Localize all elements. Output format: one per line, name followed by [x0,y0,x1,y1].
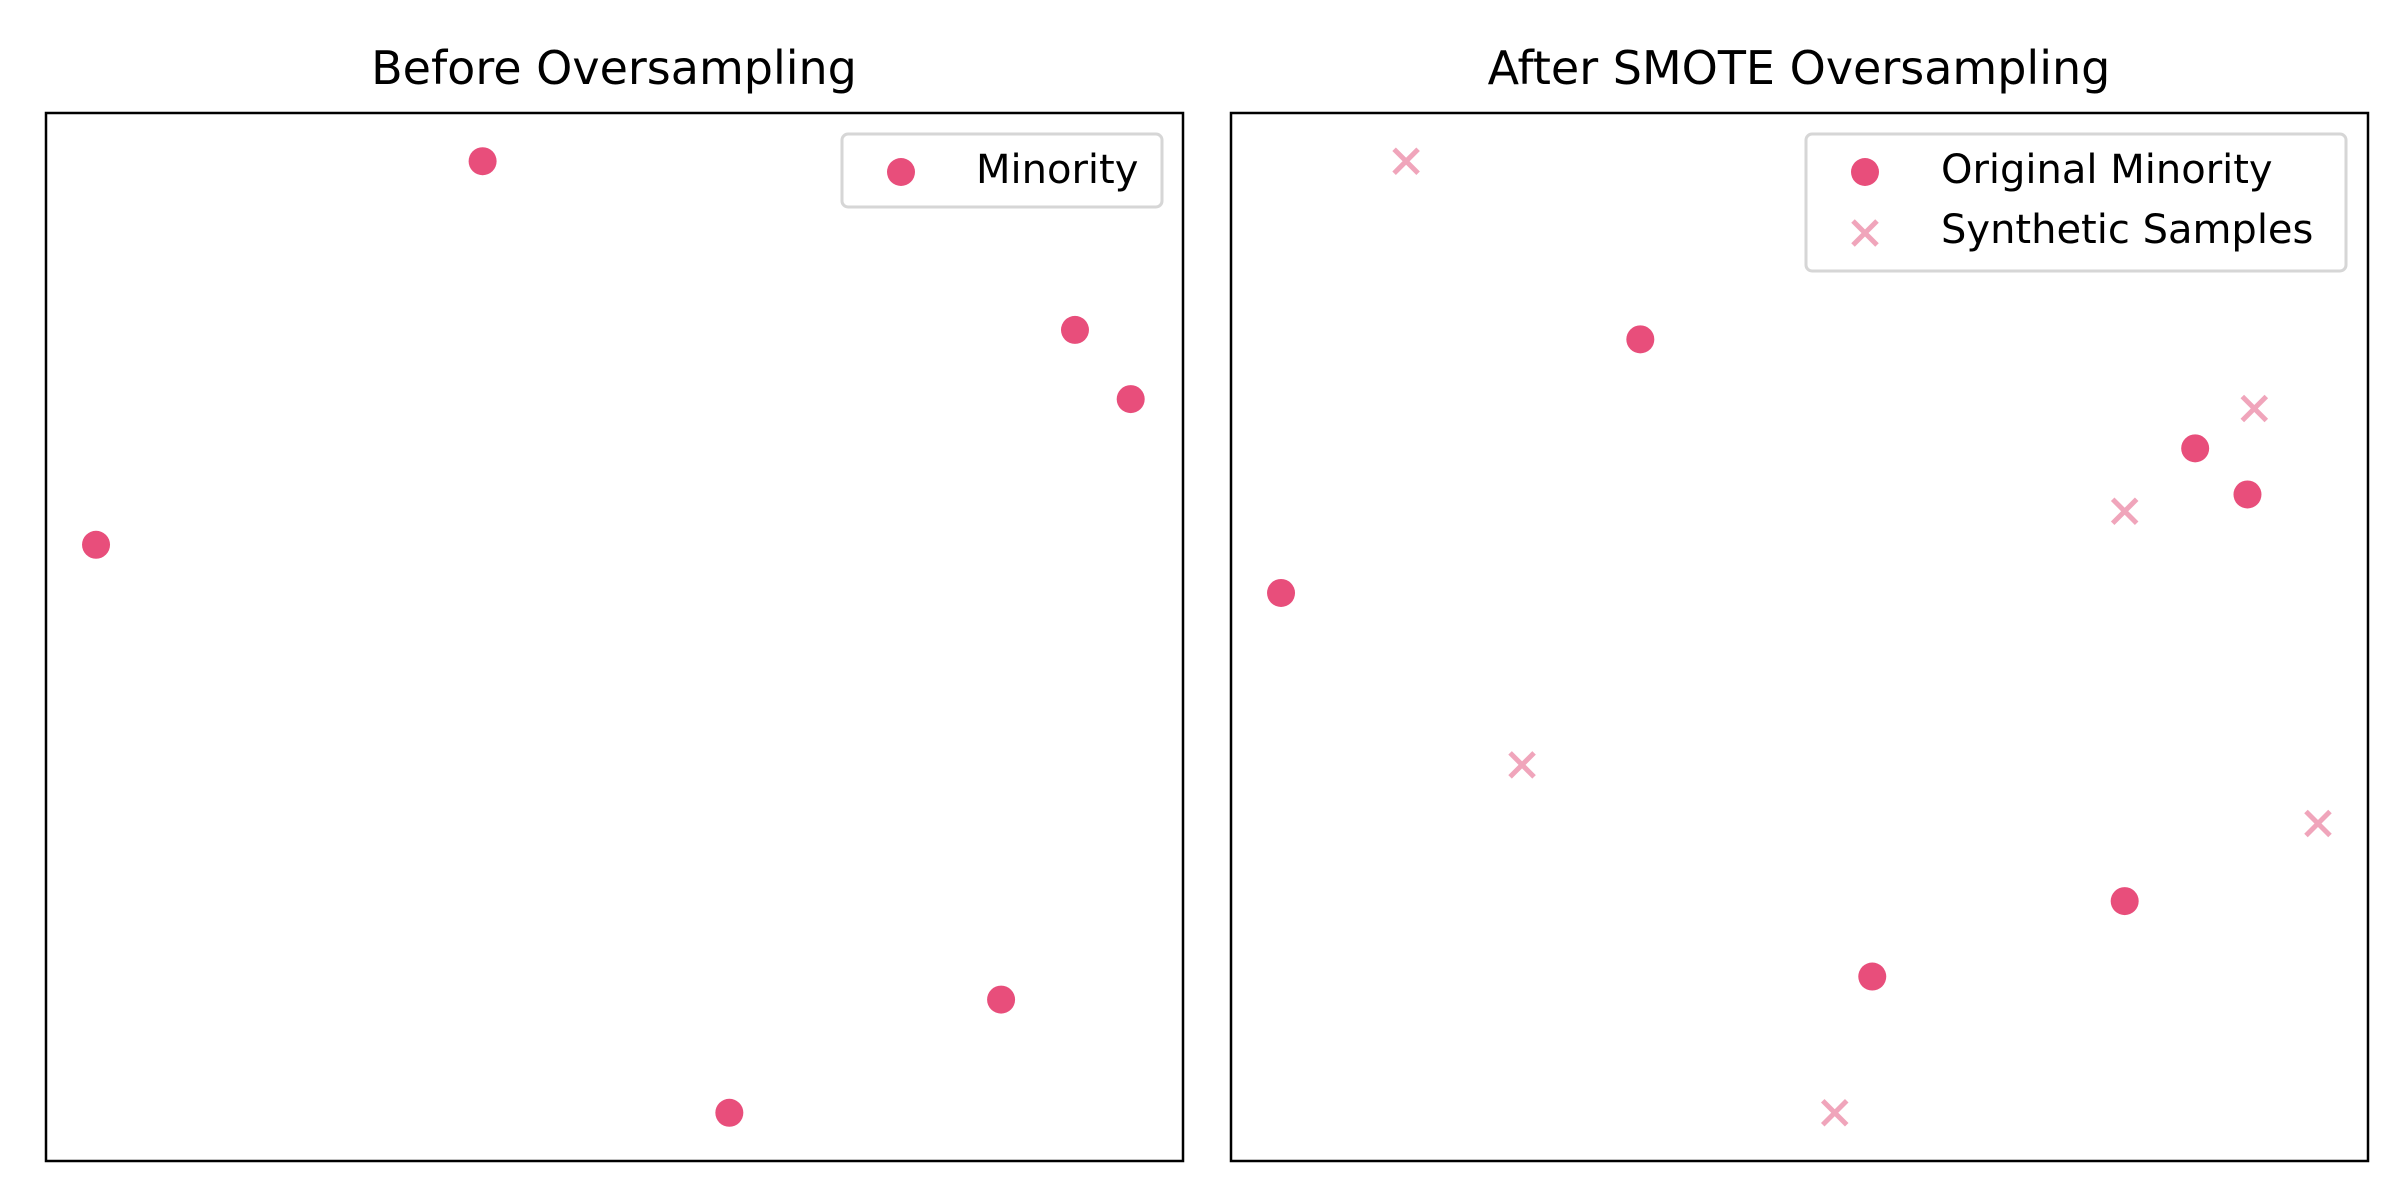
axes-frame-before [44,111,1185,1163]
legend-label-minority: Minority [976,147,1138,193]
point-minority-4 [82,530,111,559]
legend-marker-minority [887,158,915,186]
point-original-minority-5 [2110,887,2139,916]
legend-label-original-minority: Original Minority [1941,147,2273,193]
point-minority-6 [715,1098,744,1127]
legend-marker-synthetic-samples [1851,219,1879,247]
point-minority-5 [987,985,1016,1014]
legend-box-after [1804,132,2348,273]
legend-after: Original Minority Synthetic Samples [1804,132,2348,273]
legend-marker-original-minority [1851,158,1879,186]
point-minority-2 [1060,315,1089,344]
point-synthetic-samples-1 [1392,147,1420,175]
legend-box-before [840,132,1164,209]
axes-frame-after [1229,111,2370,1163]
legend-label-synthetic-samples: Synthetic Samples [1941,207,2313,253]
point-minority-1 [468,147,497,176]
point-original-minority-6 [1858,962,1887,991]
panel-before: Before Oversampling Minority [44,41,1185,1163]
legend-before: Minority [840,132,1164,209]
point-original-minority-2 [2181,434,2210,463]
point-synthetic-samples-4 [1508,751,1536,779]
point-original-minority-1 [1626,325,1655,354]
point-original-minority-4 [1267,578,1296,607]
point-synthetic-samples-2 [2240,394,2269,423]
point-original-minority-3 [2233,480,2262,509]
point-minority-3 [1116,385,1145,414]
point-synthetic-samples-3 [2110,497,2139,526]
panel-title-after: After SMOTE Oversampling [1488,41,2111,95]
panel-title-before: Before Oversampling [371,41,857,95]
point-synthetic-samples-5 [2304,809,2332,838]
scatter-marks-after [1267,147,2332,1127]
point-synthetic-samples-6 [1820,1099,1849,1127]
scatter-marks-before [82,147,1145,1127]
panel-after: After SMOTE Oversampling Original Minori… [1229,41,2370,1163]
